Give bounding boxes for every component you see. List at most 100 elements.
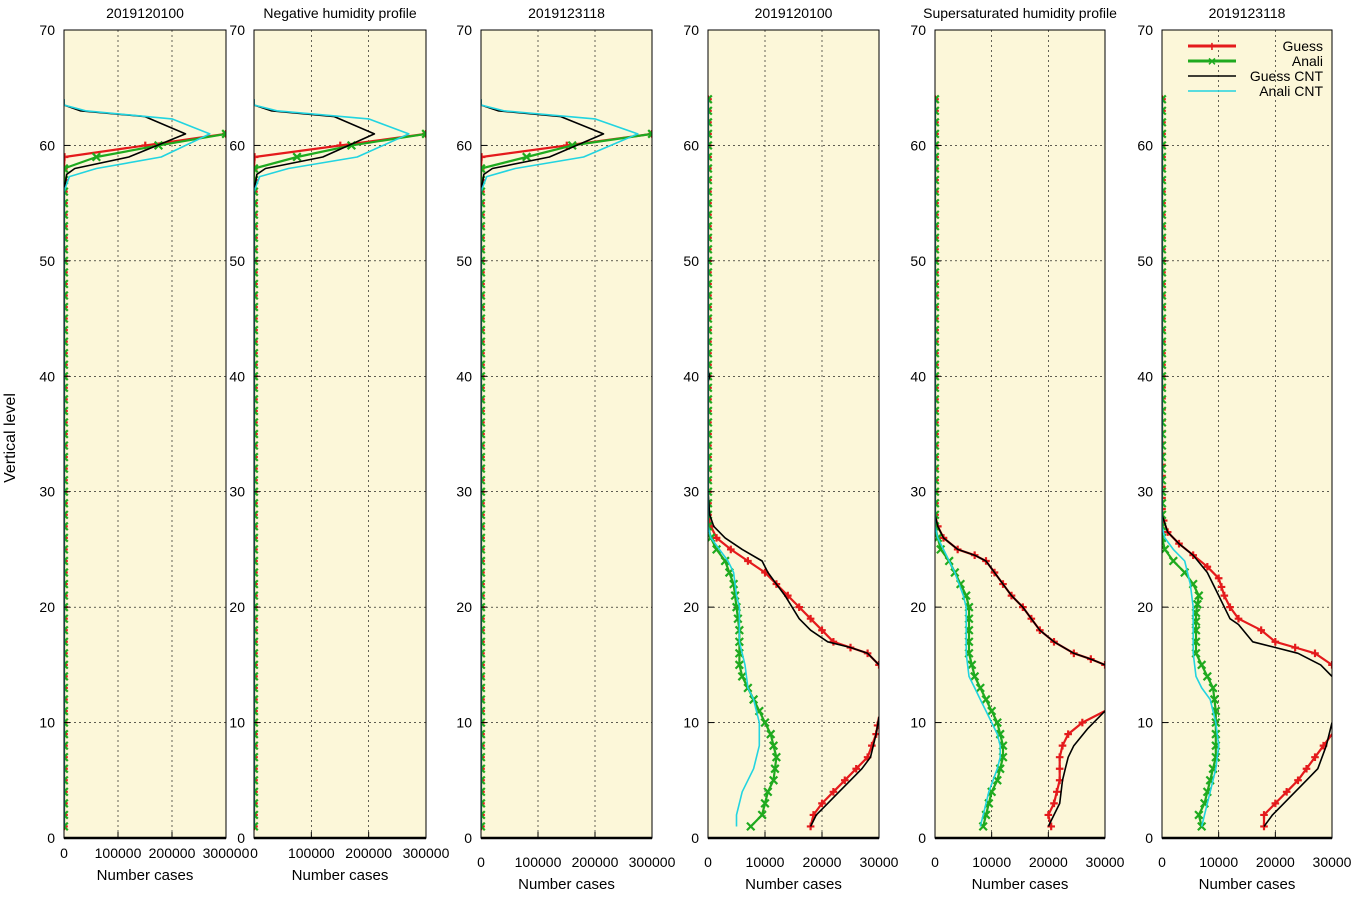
data-point [708,290,713,301]
data-point [254,788,258,796]
data-point [935,198,940,208]
data-point [708,106,713,116]
data-point [708,499,712,508]
data-point [708,267,713,277]
data-point [64,660,69,670]
x-tick-label: 0 [250,845,258,861]
data-point [1162,498,1167,508]
data-point [744,557,752,565]
data-point [1162,140,1167,151]
data-point [970,671,980,681]
data-point [708,302,713,312]
series-line-anali [254,132,426,827]
data-point [935,313,940,324]
data-point [221,129,226,139]
data-point [254,233,259,243]
data-point [935,95,939,104]
data-point [1271,799,1280,808]
data-point [64,313,69,324]
data-point [935,326,939,334]
data-point [708,453,712,461]
data-point [64,326,68,334]
y-tick-label: 20 [229,599,245,615]
data-point [935,199,939,207]
data-point [1162,440,1167,451]
data-point [1162,130,1166,138]
data-point [64,417,69,428]
data-point [935,256,940,266]
data-point [254,672,258,681]
data-point [935,487,940,497]
data-point [795,603,803,611]
data-point [481,313,486,324]
panel-title: Supersaturated humidity profile [923,5,1117,21]
data-point [708,418,712,427]
x-tick-label: 10000 [1199,854,1238,870]
data-point [64,430,68,438]
data-point [254,775,259,785]
data-point [254,567,259,578]
data-point [64,822,68,831]
data-point [64,648,69,658]
data-point [818,799,826,808]
plot-area [935,30,1105,838]
data-point [481,521,486,531]
data-point [64,695,68,704]
data-point [481,625,486,635]
data-point [254,314,258,323]
legend-guess-label: Guess [1283,38,1323,54]
data-point [708,187,713,197]
series-group [708,94,879,832]
data-point [64,291,68,300]
data-point [64,661,68,669]
data-point [1257,626,1265,635]
data-point [708,175,713,185]
data-point [64,475,69,485]
data-point [254,256,259,266]
data-point [254,626,258,635]
data-point [935,233,940,243]
data-point [481,671,486,681]
data-point [1162,494,1166,502]
data-point [481,753,485,761]
data-point [64,625,69,635]
data-point [254,395,258,404]
data-point [1162,267,1167,277]
data-point [935,187,939,196]
data-point [711,544,722,555]
data-point [254,407,258,415]
data-point [935,290,940,301]
data-point [708,394,713,404]
data-point [481,233,486,243]
y-tick-label: 20 [1137,599,1153,615]
data-point [64,614,69,624]
data-point [254,637,259,647]
data-point [1162,314,1166,323]
data-point [481,544,486,555]
data-point [987,706,997,716]
data-point [1162,464,1167,474]
data-point [254,280,258,288]
x-axis-label: Number cases [97,867,194,884]
data-point [481,153,486,161]
data-point [64,221,69,231]
data-point [481,256,486,266]
y-tick-label: 60 [683,137,699,153]
legend-analysis-marker: × [1208,53,1216,69]
data-point [64,591,68,600]
data-point [64,567,69,578]
data-point [64,534,68,542]
data-point [1162,472,1166,480]
data-point [254,199,258,207]
y-tick-label: 20 [683,599,699,615]
data-point [935,406,940,416]
data-point [254,741,258,750]
data-point [254,418,258,427]
data-point [64,499,68,508]
data-point [1055,764,1064,773]
data-point [1162,487,1167,497]
data-point [481,290,486,301]
data-point [254,648,259,658]
x-axis-label: Number cases [1199,876,1296,893]
